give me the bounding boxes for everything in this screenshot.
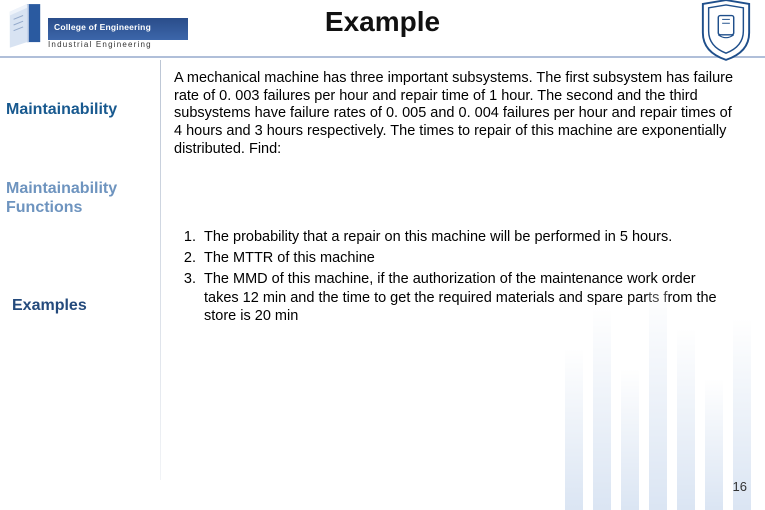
question-2: The MTTR of this machine bbox=[200, 249, 734, 268]
department-label: Industrial Engineering bbox=[48, 40, 152, 49]
nav-item-maintainability: Maintainability bbox=[6, 100, 160, 119]
slide-number: 16 bbox=[733, 479, 747, 494]
question-3: The MMD of this machine, if the authoriz… bbox=[200, 270, 734, 327]
problem-statement: A mechanical machine has three important… bbox=[174, 70, 734, 158]
vertical-divider bbox=[160, 60, 161, 480]
nav-item-maintainability-functions: Maintainability Functions bbox=[6, 179, 160, 217]
slide-header: College of Engineering Industrial Engine… bbox=[0, 0, 765, 58]
nav-item-examples: Examples bbox=[6, 296, 160, 315]
question-list: The probability that a repair on this ma… bbox=[174, 228, 734, 328]
university-shield-icon bbox=[699, 0, 753, 62]
question-1: The probability that a repair on this ma… bbox=[200, 228, 734, 247]
slide-title: Example bbox=[0, 6, 765, 38]
sidebar-nav: Maintainability Maintainability Function… bbox=[0, 70, 160, 355]
